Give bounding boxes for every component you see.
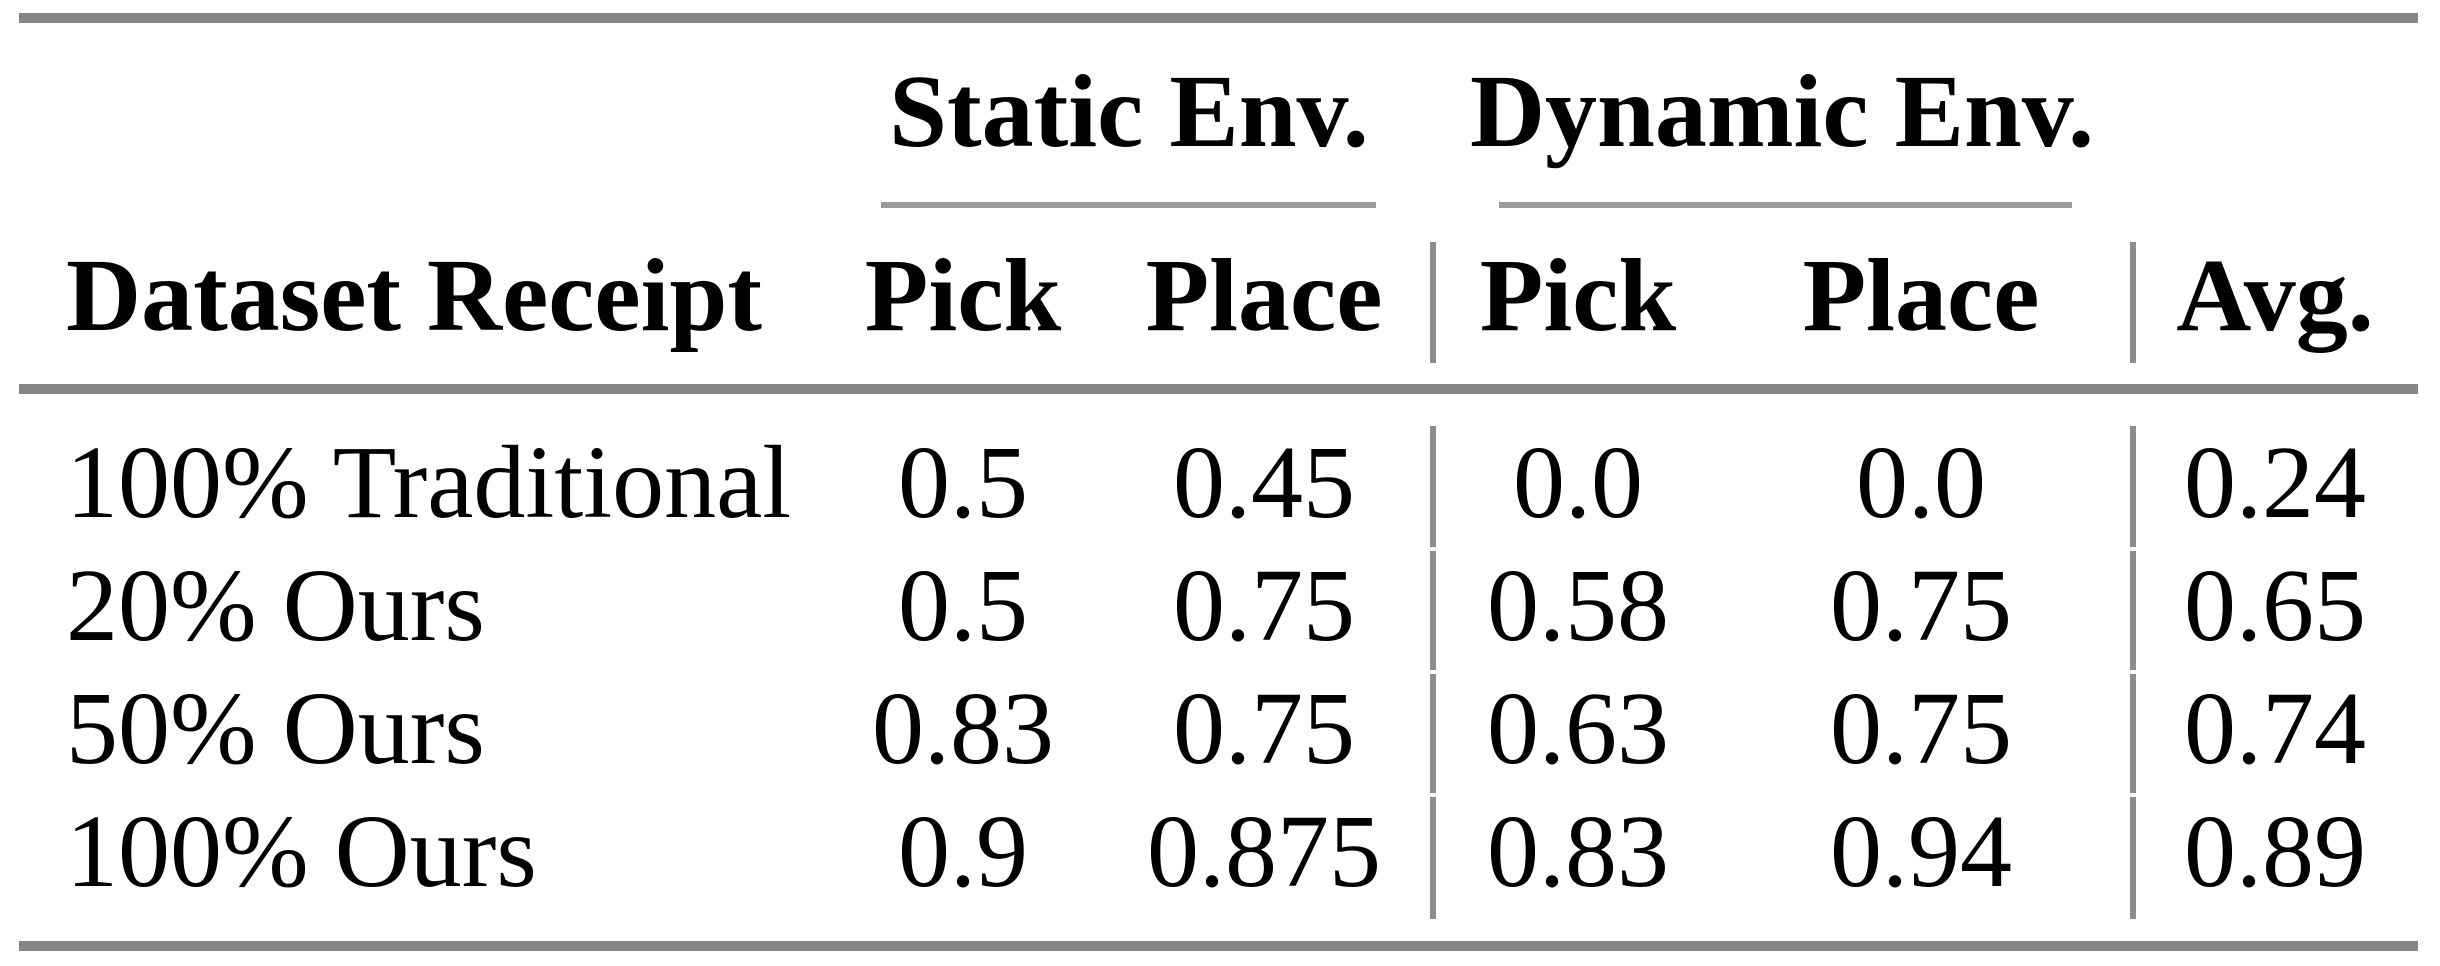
col-header-dynamic-place: Place <box>1802 238 2040 353</box>
table-cell-avg: 0.89 <box>2184 794 2366 909</box>
table-cell-dynamic-pick: 0.58 <box>1487 548 1669 663</box>
table-cell-avg: 0.24 <box>2184 425 2366 540</box>
cmidrule-dynamic <box>1499 202 2072 208</box>
table-cell-avg: 0.65 <box>2184 548 2366 663</box>
table-cell-static-pick: 0.9 <box>898 794 1028 909</box>
row-label: 50% Ours <box>66 671 485 786</box>
vertical-rule-2-row <box>2130 551 2136 670</box>
vertical-rule-2-row <box>2130 674 2136 793</box>
table-cell-static-place: 0.45 <box>1173 425 1355 540</box>
table-cell-static-place: 0.75 <box>1173 671 1355 786</box>
bottom-rule <box>19 941 2418 951</box>
cmidrule-static <box>881 202 1376 208</box>
table-cell-static-pick: 0.5 <box>898 425 1028 540</box>
mid-rule <box>19 384 2418 394</box>
top-rule <box>19 13 2418 23</box>
table-cell-dynamic-pick: 0.63 <box>1487 671 1669 786</box>
table-cell-static-place: 0.75 <box>1173 548 1355 663</box>
row-label: 100% Ours <box>66 794 537 909</box>
table-cell-dynamic-pick: 0.83 <box>1487 794 1669 909</box>
table-cell-dynamic-place: 0.94 <box>1830 794 2012 909</box>
col-header-static-place: Place <box>1145 238 1383 353</box>
col-header-static-pick: Pick <box>864 238 1062 353</box>
vertical-rule-1-row <box>1430 674 1436 793</box>
table-cell-dynamic-pick: 0.0 <box>1513 425 1643 540</box>
col-header-dataset-receipt: Dataset Receipt <box>66 238 762 353</box>
col-header-avg: Avg. <box>2176 238 2374 353</box>
col-header-dynamic-pick: Pick <box>1479 238 1677 353</box>
vertical-rule-1-row <box>1430 426 1436 547</box>
group-header-static-env: Static Env. <box>889 54 1369 169</box>
vertical-rule-2-row <box>2130 797 2136 919</box>
table-cell-static-pick: 0.83 <box>872 671 1054 786</box>
vertical-rule-1-header <box>1430 242 1436 363</box>
vertical-rule-1-row <box>1430 551 1436 670</box>
vertical-rule-2-header <box>2130 242 2136 363</box>
row-label: 100% Traditional <box>66 425 792 540</box>
table-cell-avg: 0.74 <box>2184 671 2366 786</box>
vertical-rule-1-row <box>1430 797 1436 919</box>
group-header-dynamic-env: Dynamic Env. <box>1469 54 2095 169</box>
table-cell-dynamic-place: 0.75 <box>1830 548 2012 663</box>
table-cell-static-place: 0.875 <box>1147 794 1381 909</box>
vertical-rule-2-row <box>2130 426 2136 547</box>
table-cell-dynamic-place: 0.75 <box>1830 671 2012 786</box>
table-cell-static-pick: 0.5 <box>898 548 1028 663</box>
row-label: 20% Ours <box>66 548 485 663</box>
table-cell-dynamic-place: 0.0 <box>1856 425 1986 540</box>
